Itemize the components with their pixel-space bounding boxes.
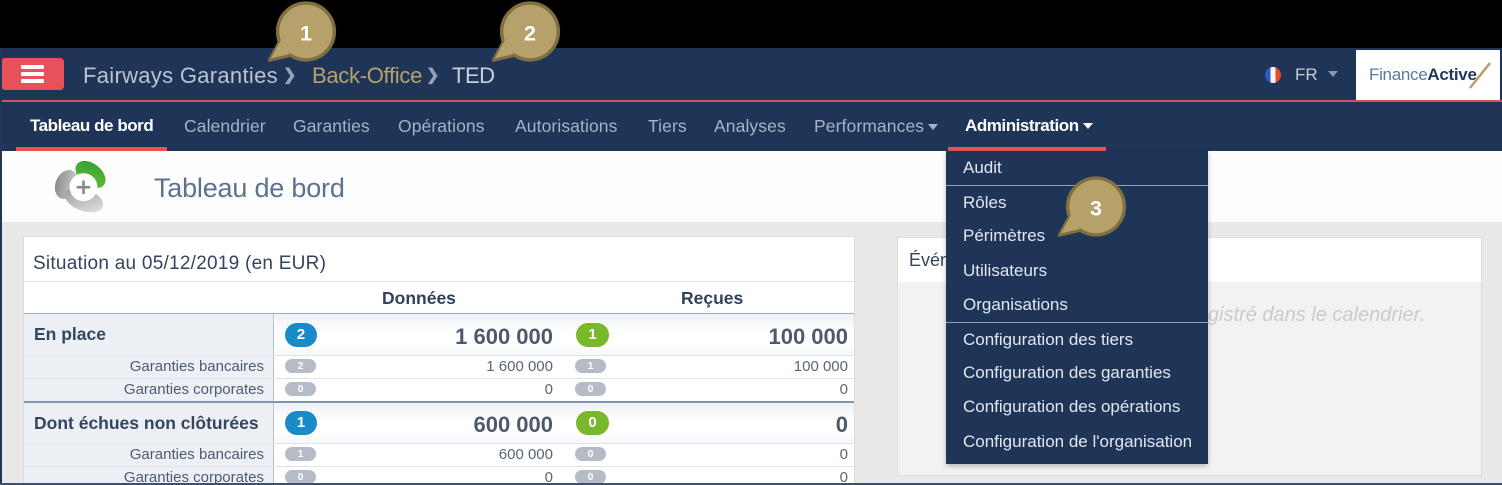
svg-text:2: 2: [524, 22, 536, 46]
svg-text:3: 3: [1090, 197, 1102, 221]
svg-text:1: 1: [300, 22, 312, 46]
